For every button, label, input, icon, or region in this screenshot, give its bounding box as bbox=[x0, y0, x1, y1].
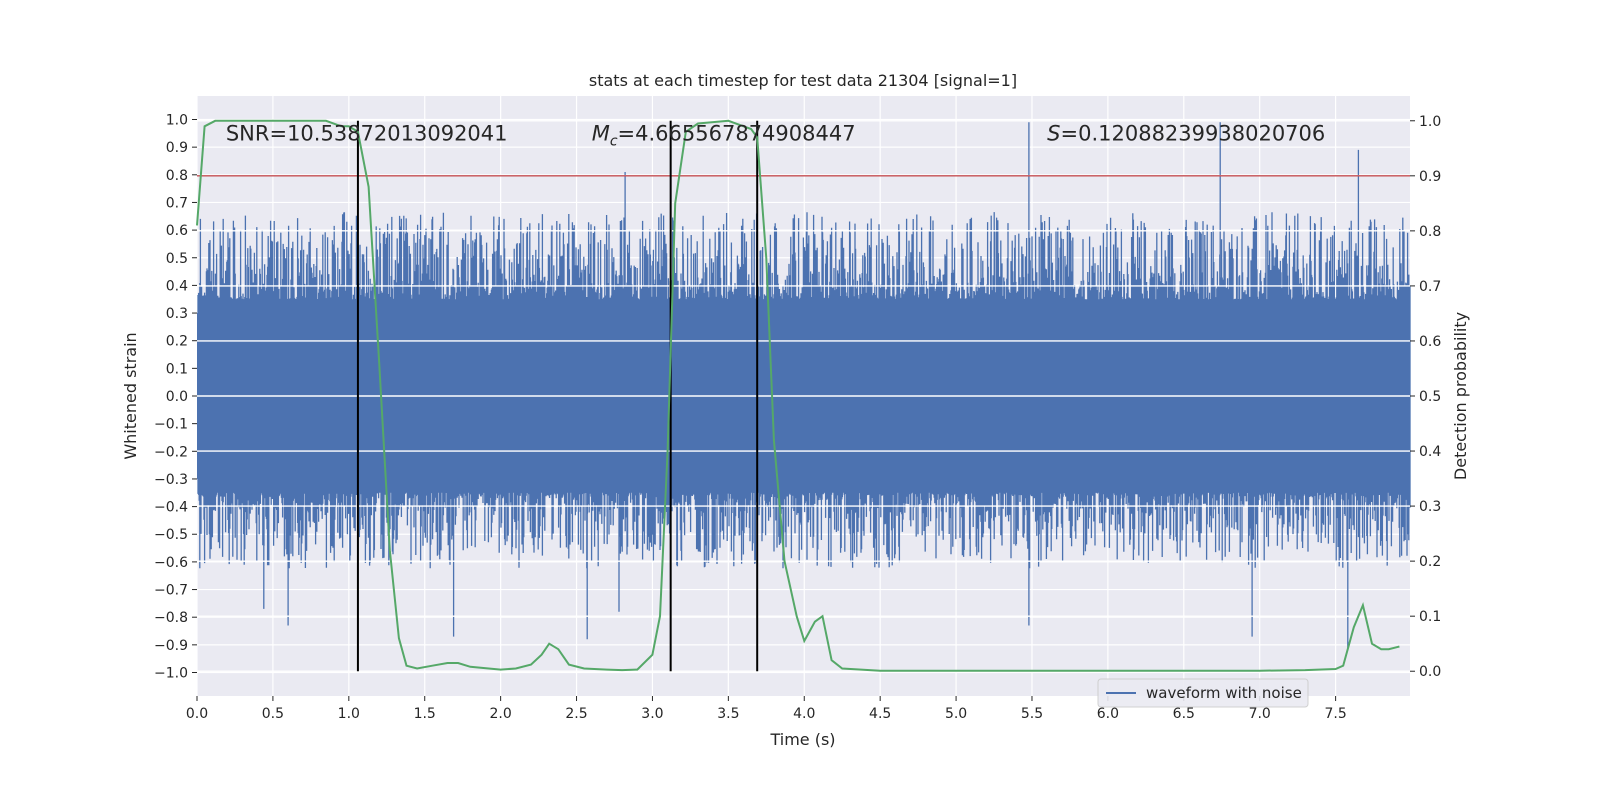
right-y-axis-ticks: 1.0 0.9 0.8 0.7 0.6 0.5 0.4 0.3 0.2 0.1 0.0 bbox=[1410, 114, 1441, 680]
detection-probability-line bbox=[196, 119, 1400, 672]
y-tick-label: −0.3 bbox=[154, 472, 188, 488]
vertical-markers bbox=[356, 120, 759, 672]
x-tick-label: 0.0 bbox=[186, 706, 208, 722]
x-tick-label: 4.5 bbox=[869, 706, 891, 722]
y-tick-label: 0.4 bbox=[166, 278, 188, 294]
right-y-tick-label: 0.1 bbox=[1419, 609, 1441, 625]
right-y-tick-label: 0.6 bbox=[1419, 334, 1441, 350]
y-tick-label: −0.9 bbox=[154, 638, 188, 654]
y-tick-label: −1.0 bbox=[154, 665, 188, 681]
x-tick-label: 7.5 bbox=[1324, 706, 1346, 722]
y-tick-label: 1.0 bbox=[166, 113, 188, 129]
y-tick-label: −0.1 bbox=[154, 417, 188, 433]
right-y-tick-label: 0.2 bbox=[1419, 554, 1441, 570]
right-y-tick-label: 0.4 bbox=[1419, 444, 1441, 460]
y-tick-label: 0.5 bbox=[166, 251, 188, 267]
right-y-axis-label: Detection probability bbox=[1451, 312, 1470, 480]
x-tick-label: 6.0 bbox=[1097, 706, 1119, 722]
y-tick-label: 0.6 bbox=[166, 223, 188, 239]
chirp-mass-value: =4.665567874908447 bbox=[618, 121, 856, 145]
x-tick-label: 6.5 bbox=[1173, 706, 1195, 722]
chart-title: stats at each timestep for test data 213… bbox=[589, 71, 1017, 90]
s-symbol: S bbox=[1047, 121, 1060, 145]
x-tick-label: 7.0 bbox=[1249, 706, 1271, 722]
x-tick-label: 3.5 bbox=[717, 706, 739, 722]
y-tick-label: −0.5 bbox=[154, 527, 188, 543]
y-tick-label: −0.7 bbox=[154, 583, 188, 599]
chirp-mass-symbol: M bbox=[592, 121, 610, 145]
x-axis-ticks: 0.0 0.5 1.0 1.5 2.0 2.5 3.0 3.5 4.0 4.5 5.0 5.5 6.0 6… bbox=[186, 696, 1347, 722]
y-tick-label: −0.6 bbox=[154, 555, 188, 571]
y-tick-label: −0.8 bbox=[154, 610, 188, 626]
right-y-tick-label: 0.5 bbox=[1419, 389, 1441, 405]
y-tick-label: 0.2 bbox=[166, 334, 188, 350]
y-axis-ticks: 1.0 0.9 0.8 0.7 0.6 0.5 0.4 0.3 0.2 0.1 0.0 −0.1 −0.… bbox=[154, 113, 197, 681]
y-tick-label: 0.3 bbox=[166, 306, 188, 322]
x-tick-label: 2.0 bbox=[489, 706, 511, 722]
x-tick-label: 2.5 bbox=[565, 706, 587, 722]
right-y-tick-label: 0.9 bbox=[1419, 169, 1441, 185]
right-y-tick-label: 0.7 bbox=[1419, 279, 1441, 295]
x-tick-label: 1.0 bbox=[338, 706, 360, 722]
y-tick-label: 0.0 bbox=[166, 389, 188, 405]
y-tick-label: 0.9 bbox=[166, 140, 188, 156]
right-y-tick-label: 0.8 bbox=[1419, 224, 1441, 240]
x-tick-label: 5.0 bbox=[945, 706, 967, 722]
y-tick-label: −0.4 bbox=[154, 500, 188, 516]
y-tick-label: 0.8 bbox=[166, 168, 188, 184]
y-tick-label: −0.2 bbox=[154, 444, 188, 460]
legend-box bbox=[1097, 678, 1309, 708]
y-tick-label: 0.7 bbox=[166, 195, 188, 211]
chirp-mass-annotation: Mc=4.665567874908447 bbox=[592, 121, 856, 149]
x-tick-label: 1.5 bbox=[414, 706, 436, 722]
x-tick-label: 0.5 bbox=[262, 706, 284, 722]
s-value: =0.12088239938020706 bbox=[1061, 121, 1326, 145]
y-tick-label: 0.1 bbox=[166, 361, 188, 377]
s-annotation: S=0.12088239938020706 bbox=[1047, 121, 1325, 145]
x-axis-label: Time (s) bbox=[769, 730, 835, 749]
x-tick-label: 4.0 bbox=[793, 706, 815, 722]
legend-label: waveform with noise bbox=[1146, 684, 1302, 702]
y-axis-label: Whitened strain bbox=[121, 332, 140, 459]
x-tick-label: 5.5 bbox=[1021, 706, 1043, 722]
legend: waveform with noise bbox=[1097, 678, 1309, 708]
right-y-tick-label: 0.0 bbox=[1419, 664, 1441, 680]
right-y-tick-label: 1.0 bbox=[1419, 114, 1441, 130]
x-tick-label: 3.0 bbox=[641, 706, 663, 722]
snr-annotation: SNR=10.53872013092041 bbox=[226, 121, 508, 145]
right-y-tick-label: 0.3 bbox=[1419, 499, 1441, 515]
chirp-mass-subscript: c bbox=[610, 133, 618, 149]
